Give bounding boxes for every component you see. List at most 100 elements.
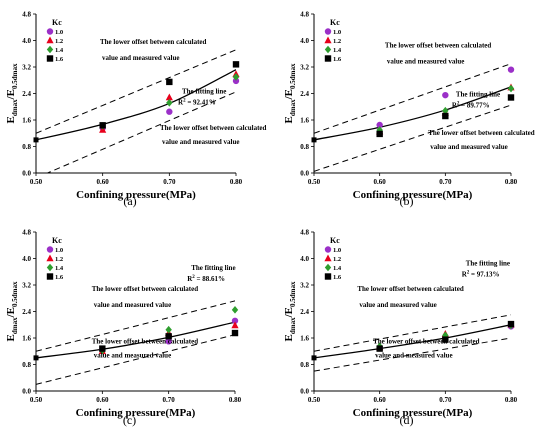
y-axis-title-part: E <box>283 334 295 341</box>
x-axis-title: Confining pressure(MPa) <box>353 407 473 419</box>
legend-label: 1.4 <box>55 265 64 272</box>
data-point-circle <box>376 121 383 129</box>
panel-b: 0.0 0.8 1.6 2.4 3.2 4.0 4.8 0.50 0.60 0.70 0.80 Con… <box>283 11 535 209</box>
y-axis-title-part: /E <box>283 307 295 318</box>
upper-offset-line <box>314 314 511 352</box>
legend-label: 1.4 <box>333 47 342 54</box>
data-point-triangle <box>165 93 173 101</box>
y-axis-title-part: dmax <box>289 99 297 116</box>
legend-marker-circle <box>46 28 54 35</box>
data-point-diamond <box>232 73 240 81</box>
y-tick-label: 4.0 <box>300 37 309 45</box>
x-tick-label: 0.60 <box>96 396 109 404</box>
data-point-square <box>232 61 240 68</box>
y-tick-label: 3.2 <box>300 282 309 290</box>
y-axis-title: Edmax/E0.5dmax <box>283 281 297 341</box>
legend-marker-circle <box>324 28 332 35</box>
data-point-circle <box>166 108 173 115</box>
data-point-square <box>376 130 383 138</box>
y-tick-label: 0.8 <box>300 361 309 369</box>
panel-a: 0.0 0.8 1.6 2.4 3.2 4.0 4.8 0.50 0.60 0.70 0.80 Con… <box>5 11 267 209</box>
legend-label: 1.2 <box>333 38 341 45</box>
y-tick-label: 4.0 <box>300 255 309 263</box>
x-axis-title: Confining pressure(MPa) <box>353 189 473 201</box>
legend-title: Kc <box>52 18 62 27</box>
lower-offset-note-line1: The lower offset between calculated <box>428 129 535 137</box>
legend-marker-diamond <box>324 263 332 272</box>
data-point-triangle <box>231 321 239 329</box>
legend-label: 1.6 <box>55 274 64 281</box>
data-point-diamond <box>166 98 173 107</box>
legend-label: 1.0 <box>333 247 341 254</box>
data-point-square <box>376 345 383 352</box>
x-tick-label: 0.50 <box>30 396 43 404</box>
x-tick-label: 0.70 <box>163 396 176 404</box>
y-axis-title: Edmax/E0.5dmax <box>283 63 297 123</box>
y-tick-label: 4.8 <box>22 229 31 237</box>
legend-marker-triangle <box>46 254 54 262</box>
data-point-square <box>442 112 449 120</box>
legend-title: Kc <box>330 18 340 27</box>
legend-marker-diamond <box>46 263 54 272</box>
data-point-square <box>166 78 173 86</box>
upper-offset-note-line1: The lower offset between calculated <box>357 285 464 293</box>
data-point-diamond <box>442 106 449 115</box>
legend-marker-square <box>324 55 332 62</box>
y-axis-title-part: E <box>5 116 17 123</box>
legend-marker-triangle <box>324 254 332 262</box>
upper-offset-note-line1: The lower offset between calculated <box>385 41 492 49</box>
legend-marker-triangle <box>46 36 54 44</box>
lower-offset-note-line1: The lower offset between calculated <box>92 337 199 345</box>
legend-marker-circle <box>46 246 54 253</box>
legend-label: 1.0 <box>333 29 341 36</box>
origin-point <box>311 355 317 361</box>
fitting-line-label: The fitting line <box>182 88 226 96</box>
legend-marker-diamond <box>46 45 54 54</box>
upper-offset-note-line1: The lower offset between calculated <box>100 38 207 46</box>
x-tick-label: 0.80 <box>230 178 243 186</box>
data-point-square <box>442 336 449 343</box>
upper-offset-note-line2: value and measured value <box>94 301 171 309</box>
fitting-curve <box>36 69 236 141</box>
upper-offset-note-line2: value and measured value <box>387 57 464 65</box>
y-tick-label: 4.8 <box>22 11 31 19</box>
panel-c: 0.0 0.8 1.6 2.4 3.2 4.0 4.8 0.50 0.60 0.70 0.80 Con… <box>5 229 242 428</box>
upper-offset-note-line1: The lower offset between calculated <box>92 285 199 293</box>
y-tick-label: 1.6 <box>22 117 31 125</box>
y-tick-label: 1.6 <box>300 117 309 125</box>
legend-label: 1.4 <box>55 47 64 54</box>
y-axis-title-part: /E <box>5 307 17 318</box>
x-tick-label: 0.60 <box>374 396 387 404</box>
y-axis-title: Edmax/E0.5dmax <box>5 281 19 341</box>
legend-label: 1.2 <box>55 256 63 263</box>
legend-title: Kc <box>52 236 62 245</box>
data-point-square <box>165 333 172 340</box>
x-axis-title: Confining pressure(MPa) <box>76 189 196 201</box>
fitting-line-label: The fitting line <box>191 264 235 272</box>
y-tick-label: 0.8 <box>22 143 31 151</box>
fitting-line-label: The fitting line <box>456 91 500 99</box>
x-tick-label: 0.80 <box>505 396 518 404</box>
legend-title: Kc <box>330 236 340 245</box>
r-squared-label: R2 = 89.77% <box>452 102 490 110</box>
y-tick-label: 1.6 <box>300 335 309 343</box>
x-tick-label: 0.70 <box>439 396 452 404</box>
r-squared-label: R2 = 92.41% <box>178 99 216 107</box>
legend-label: 1.6 <box>333 274 342 281</box>
legend-label: 1.4 <box>333 265 342 272</box>
data-point-circle <box>507 66 515 73</box>
data-point-square <box>231 329 239 337</box>
y-tick-label: 3.2 <box>22 282 31 290</box>
y-axis-title-part: E <box>283 116 295 123</box>
upper-offset-note-line2: value and measured value <box>102 54 179 62</box>
y-tick-label: 2.4 <box>22 308 31 316</box>
y-axis-title-part: 0.5dmax <box>11 281 19 307</box>
panel-label: (c) <box>123 413 136 427</box>
x-axis-title: Confining pressure(MPa) <box>76 407 196 419</box>
data-point-diamond <box>231 306 239 314</box>
lower-offset-line <box>314 337 511 372</box>
legend-marker-triangle <box>324 36 332 44</box>
lower-offset-line <box>36 334 235 385</box>
legend-marker-square <box>324 273 332 280</box>
